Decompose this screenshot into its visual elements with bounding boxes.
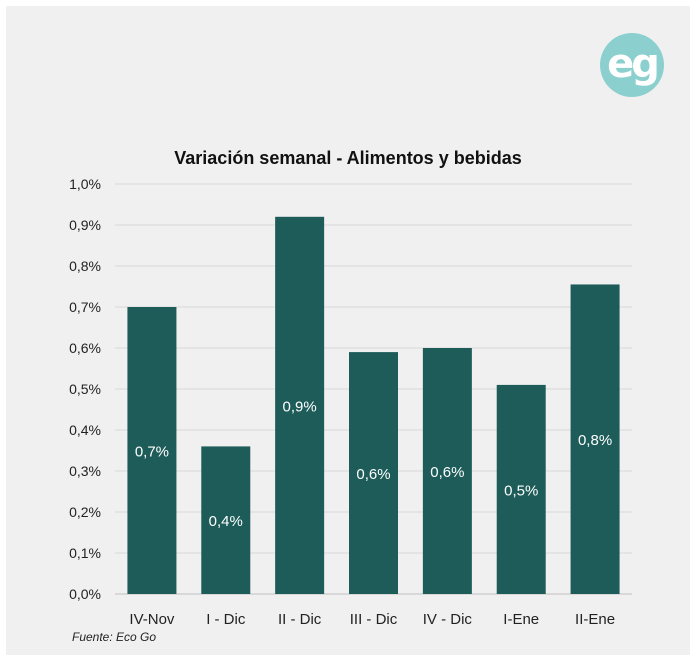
y-tick-label: 0,1%: [69, 545, 101, 561]
bar: [275, 216, 325, 595]
eg-logo: eg: [600, 33, 664, 97]
bar: [496, 384, 546, 594]
data-label: 0,7%: [135, 444, 169, 461]
chart-title: Variación semanal - Alimentos y bebidas: [174, 148, 522, 168]
y-tick-label: 0,9%: [69, 217, 101, 233]
x-tick-label: I - Dic: [206, 611, 246, 628]
y-tick-label: 0,7%: [69, 299, 101, 315]
x-tick-label: IV - Dic: [423, 611, 473, 628]
x-tick-label: I-Ene: [503, 611, 539, 628]
bar: [570, 284, 620, 594]
y-tick-label: 1,0%: [69, 176, 101, 192]
bar: [127, 307, 177, 594]
data-label: 0,4%: [209, 513, 243, 530]
y-tick-label: 0,3%: [69, 463, 101, 479]
y-tick-label: 0,6%: [69, 340, 101, 356]
y-tick-label: 0,5%: [69, 381, 101, 397]
source-note: Fuente: Eco Go: [72, 630, 157, 644]
bar: [201, 446, 251, 594]
y-tick-label: 0,2%: [69, 504, 101, 520]
x-tick-label: IV-Nov: [129, 611, 175, 628]
data-label: 0,6%: [430, 464, 464, 481]
data-label: 0,6%: [356, 466, 390, 483]
data-label: 0,5%: [504, 482, 538, 499]
x-tick-label: II - Dic: [278, 611, 322, 628]
bar: [422, 348, 472, 594]
x-tick-label: III - Dic: [350, 611, 398, 628]
data-label: 0,8%: [578, 432, 612, 449]
y-tick-label: 0,8%: [69, 258, 101, 274]
x-tick-label: II-Ene: [575, 611, 615, 628]
y-tick-label: 0,0%: [69, 586, 101, 602]
data-label: 0,9%: [283, 398, 317, 415]
logo-text: eg: [607, 41, 660, 87]
y-tick-label: 0,4%: [69, 422, 101, 438]
bar: [349, 352, 398, 594]
